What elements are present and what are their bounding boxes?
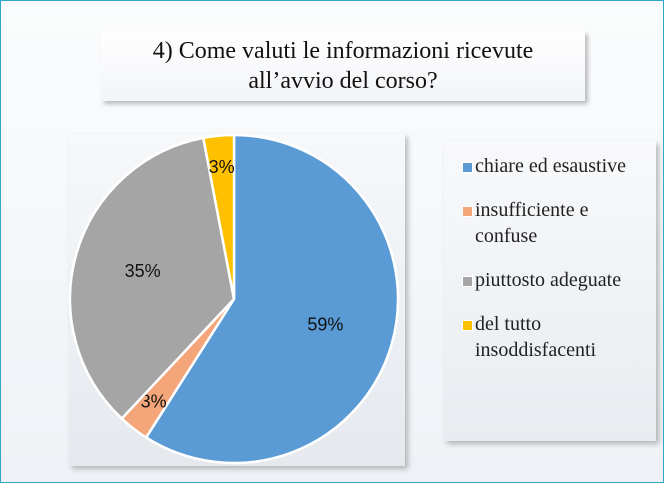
data-label: 59%: [307, 314, 343, 334]
pie-slice: [201, 133, 236, 300]
legend-label: insufficiente e confuse: [475, 199, 589, 247]
data-label: 3%: [209, 157, 235, 177]
legend: chiare ed esaustive insufficiente e confu…: [444, 141, 656, 441]
legend-swatch: [462, 206, 473, 217]
chart-title: 4) Come valuti le informazioni ricevute …: [101, 31, 585, 101]
legend-item: piuttosto adeguate: [462, 267, 645, 293]
legend-swatch: [462, 320, 473, 331]
legend-swatch: [462, 162, 473, 173]
legend-item: del tutto insoddisfacenti: [462, 311, 645, 363]
legend-label: chiare ed esaustive: [475, 155, 627, 177]
legend-label: del tutto insoddisfacenti: [475, 313, 597, 361]
legend-item: insufficiente e confuse: [462, 197, 645, 249]
data-label: 35%: [125, 261, 161, 281]
pie-slice: [144, 133, 400, 465]
legend-item: chiare ed esaustive: [462, 153, 645, 179]
data-label: 3%: [141, 391, 167, 411]
legend-label: piuttosto adeguate: [475, 269, 622, 291]
pie-slice: [68, 136, 236, 421]
legend-swatch: [462, 276, 473, 287]
